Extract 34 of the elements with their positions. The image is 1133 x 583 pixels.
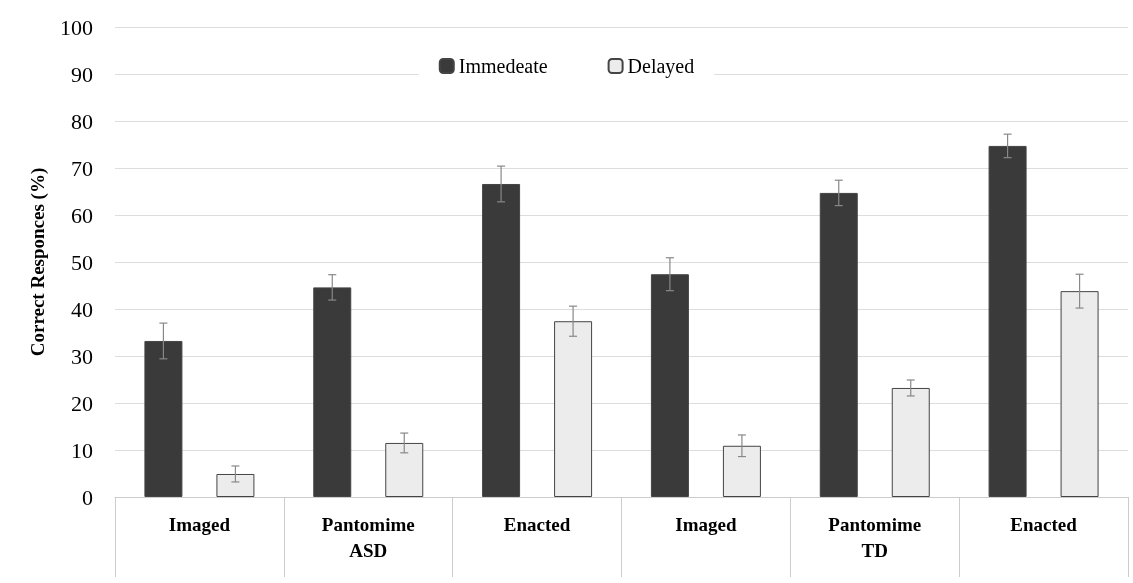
y-tick-label: 50 xyxy=(71,249,93,275)
bar xyxy=(385,442,424,497)
y-tick-label: 70 xyxy=(71,155,93,181)
y-tick-label: 90 xyxy=(71,61,93,87)
text: TD xyxy=(861,539,888,561)
y-tick-label: 100 xyxy=(60,14,93,40)
bar xyxy=(313,287,352,497)
y-tick-label: 80 xyxy=(71,108,93,134)
bar xyxy=(216,473,255,497)
bar xyxy=(1060,291,1099,497)
y-tick-label: 20 xyxy=(71,390,93,416)
bar xyxy=(891,387,930,497)
bar xyxy=(650,274,689,497)
x-tick-label: Imaged xyxy=(675,514,737,535)
y-tick-label: 0 xyxy=(82,484,93,510)
bar xyxy=(554,321,593,497)
x-tick-label: Pantomime xyxy=(321,514,415,535)
bar xyxy=(482,183,521,497)
bar xyxy=(722,445,761,497)
y-axis-title: Correct Responces (%) xyxy=(27,167,49,357)
bar xyxy=(819,192,858,497)
legend-label: Immedeate xyxy=(458,55,548,77)
x-tick-label: Imaged xyxy=(168,514,231,535)
x-tick-label: Pantomime xyxy=(828,514,922,535)
bar xyxy=(988,145,1027,497)
legend-label: Delayed xyxy=(627,55,695,78)
x-tick-label: Enacted xyxy=(1010,514,1078,535)
y-tick-label: 10 xyxy=(71,437,93,463)
bar xyxy=(144,340,183,497)
y-tick-label: 60 xyxy=(71,202,93,228)
text: ASD xyxy=(349,539,388,561)
y-tick-label: 40 xyxy=(71,296,93,322)
y-tick-label: 30 xyxy=(71,343,93,369)
x-tick-label: Enacted xyxy=(503,514,571,535)
